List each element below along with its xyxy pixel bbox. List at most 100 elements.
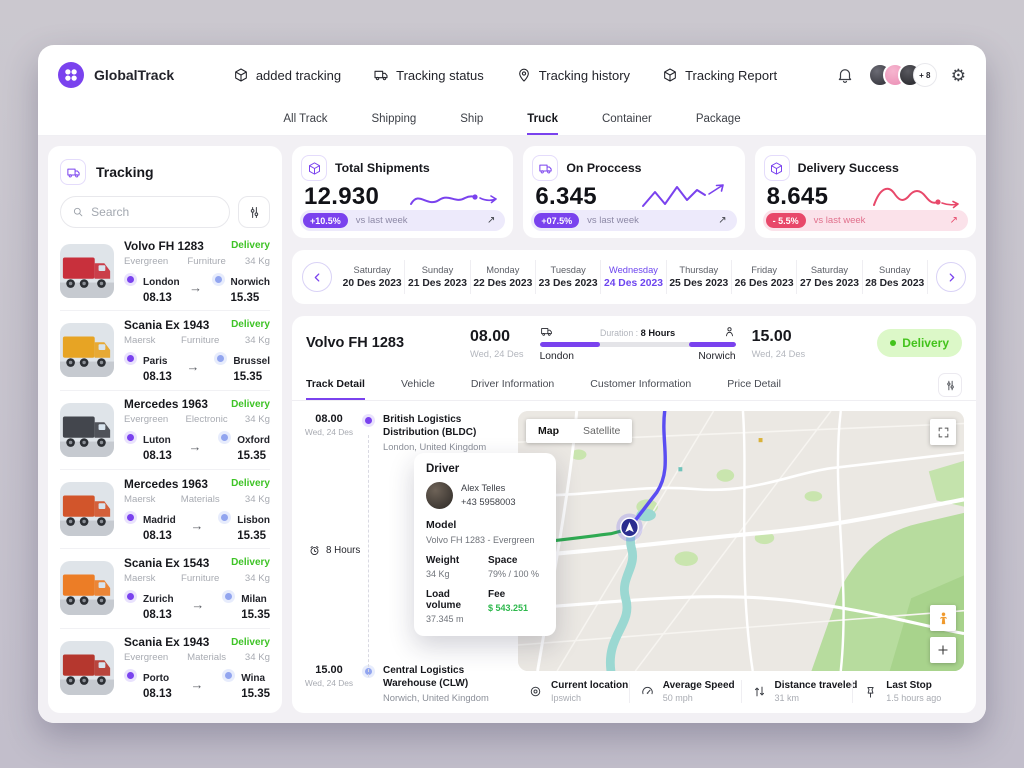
filter-icon: [247, 205, 262, 220]
status-badge: Delivery: [231, 557, 270, 569]
map-button[interactable]: Map: [538, 425, 559, 437]
detail-filter-button[interactable]: [938, 373, 962, 397]
destination-city: Brussel: [233, 355, 270, 367]
shipment-list-item[interactable]: Mercedes 1963 Delivery Maersk Materials …: [60, 468, 270, 548]
origin-city: Madrid: [143, 514, 176, 526]
origin-city: Zurich: [143, 593, 174, 605]
detail-tab[interactable]: Track Detail: [306, 370, 365, 400]
truck-name: Scania Ex 1943: [124, 635, 210, 650]
filter-icon: [944, 379, 957, 392]
category: Materials: [187, 652, 227, 664]
origin-label: London: [539, 350, 574, 362]
streetview-pegman-button[interactable]: [930, 605, 956, 631]
fullscreen-button[interactable]: [930, 419, 956, 445]
gear-icon[interactable]: ⚙: [950, 65, 966, 85]
destination-time: 15.35: [237, 529, 266, 542]
day-name: Monday: [486, 265, 520, 275]
trend-arrow-icon: ↗: [949, 215, 958, 226]
nav-tracking-history[interactable]: Tracking history: [516, 67, 630, 83]
stat-footer: +10.5% vs last week ↗: [300, 210, 506, 231]
truck-icon: [373, 67, 389, 83]
company: Evergreen: [124, 414, 169, 426]
view-tab[interactable]: Truck: [527, 105, 558, 135]
start-time: 08.00: [315, 413, 343, 425]
progress-bar: [539, 341, 736, 347]
shipment-list-item[interactable]: Mercedes 1963 Delivery Evergreen Electro…: [60, 389, 270, 469]
chevron-left-icon: [310, 270, 325, 285]
stat-card-on-process: On Proccess 6.345 +07.5% vs last week ↗: [523, 146, 745, 238]
satellite-button[interactable]: Satellite: [583, 425, 621, 437]
status-badge: Delivery: [231, 636, 270, 648]
view-tab[interactable]: Container: [601, 113, 652, 125]
view-tab[interactable]: Shipping: [371, 113, 417, 125]
destination-dot: [218, 510, 232, 524]
shipment-list-item[interactable]: Scania Ex 1543 Delivery Maersk Furniture…: [60, 548, 270, 627]
nav-tracking-report[interactable]: Tracking Report: [662, 67, 777, 83]
detail-tab[interactable]: Customer Information: [590, 378, 692, 390]
day-date: 21 Des 2023: [408, 278, 467, 289]
shipment-list-item[interactable]: Scania Ex 1943 Delivery Maersk Furniture…: [60, 310, 270, 389]
search-input[interactable]: [91, 205, 218, 219]
shipment-title: Volvo FH 1283: [306, 335, 405, 351]
timeline-duration: 8 Hours: [308, 544, 360, 557]
stat-value: 6.345: [535, 183, 597, 210]
day-name: Friday: [751, 265, 778, 275]
driver-name: Alex Telles: [461, 483, 506, 493]
detail-tab[interactable]: Vehicle: [400, 378, 435, 390]
avatar-group[interactable]: + 8: [867, 63, 937, 87]
nav-tracking-status[interactable]: Tracking status: [373, 67, 484, 83]
detail-tab[interactable]: Price Detail: [727, 378, 781, 390]
stat-note: vs last week: [355, 215, 408, 226]
package-icon: [763, 155, 790, 181]
day-cell[interactable]: Monday 22 Des 2023: [471, 260, 536, 294]
view-tab[interactable]: Ship: [460, 113, 484, 125]
truck-icon: [540, 325, 553, 338]
truck-name: Mercedes 1963: [124, 476, 208, 491]
status-badge: Delivery: [231, 398, 270, 410]
dates-prev-button[interactable]: [302, 262, 332, 292]
map[interactable]: Map Satellite: [518, 411, 964, 671]
end-place: Central Logistics Warehouse (CLW): [383, 665, 469, 689]
origin-time: 08.13: [143, 291, 172, 304]
shipment-list-item[interactable]: Volvo FH 1283 Delivery Evergreen Furnitu…: [60, 232, 270, 310]
truck-photo: [60, 403, 114, 457]
stop-pin-icon: [863, 684, 878, 699]
sparkline-down: [872, 187, 959, 209]
day-cell[interactable]: Tuesday 23 Des 2023: [536, 260, 602, 294]
view-tab[interactable]: Package: [695, 113, 741, 125]
weight: 34 Kg: [244, 652, 270, 664]
end-location: Norwich, United Kingdom: [383, 692, 489, 703]
nav-added-tracking[interactable]: added tracking: [233, 67, 341, 83]
shipment-list-item[interactable]: Scania Ex 1943 Delivery Evergreen Materi…: [60, 627, 270, 707]
day-cell[interactable]: Wednesday 24 Des 2023: [601, 260, 667, 294]
day-cell[interactable]: Thursday 25 Des 2023: [667, 260, 732, 294]
bell-icon[interactable]: [836, 66, 854, 84]
dates-next-button[interactable]: [936, 262, 966, 292]
route-timeline: 08.00 Wed, 24 Des British Logistics Distr…: [304, 411, 510, 707]
arrow-right-icon: →: [186, 359, 200, 375]
stat-value: 8.645: [766, 183, 829, 210]
destination-dot: [214, 351, 228, 365]
start-location: London, United Kingdom: [383, 441, 487, 452]
day-cell[interactable]: Sunday 28 Des 2023: [863, 260, 928, 294]
day-name: Thursday: [679, 265, 719, 275]
view-tab[interactable]: All Track: [283, 113, 328, 125]
day-cell[interactable]: Sunday 21 Des 2023: [405, 260, 471, 294]
origin-time: 08.13: [143, 529, 172, 542]
person-icon: [723, 325, 736, 338]
package-icon: [662, 67, 678, 83]
filter-button[interactable]: [238, 196, 270, 228]
origin-time: 08.13: [143, 688, 172, 701]
day-cell[interactable]: Saturday 27 Des 2023: [797, 260, 863, 294]
truck-name: Scania Ex 1543: [124, 555, 210, 570]
detail-body: 08.00 Wed, 24 Des British Logistics Distr…: [292, 401, 976, 713]
zoom-in-button[interactable]: [930, 637, 956, 663]
stat-note: vs last week: [813, 215, 866, 226]
shipment-list: Volvo FH 1283 Delivery Evergreen Furnitu…: [60, 232, 270, 707]
day-cell[interactable]: Saturday 20 Des 2023: [340, 260, 406, 294]
detail-tab[interactable]: Driver Information: [470, 378, 555, 390]
day-date: 28 Des 2023: [865, 278, 925, 289]
route-icon: [752, 684, 767, 699]
trip-stats-bar: Current location Ipswich Average Speed 50 …: [518, 671, 964, 707]
day-cell[interactable]: Friday 26 Des 2023: [732, 260, 798, 294]
